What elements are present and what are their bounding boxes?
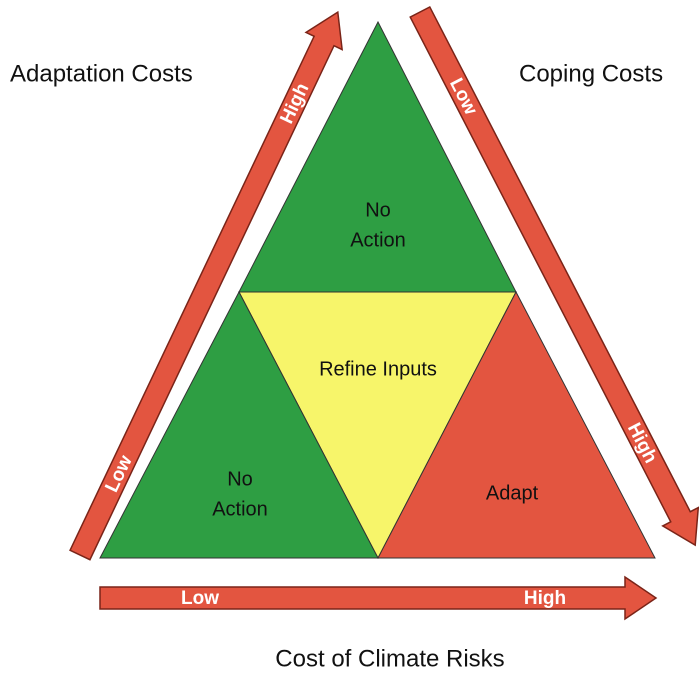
arrow-shape — [69, 10, 344, 561]
region-label: Refine Inputs — [319, 358, 437, 380]
region-label: Action — [350, 229, 406, 251]
region-label: No — [365, 199, 391, 221]
region-label: Action — [212, 498, 268, 520]
axis-label: Cost of Climate Risks — [275, 645, 504, 672]
arrow-shape — [99, 575, 658, 621]
region-label: Adapt — [486, 482, 539, 504]
region-label: No — [227, 468, 253, 490]
arrow-label: High — [524, 588, 566, 609]
region-left — [99, 290, 379, 559]
region-right — [377, 290, 656, 559]
arrow-shape — [409, 5, 699, 547]
arrow-label: Low — [181, 588, 219, 609]
arrow-climate: Low High — [99, 575, 658, 621]
axis-label: Coping Costs — [519, 60, 663, 87]
axis-label: Adaptation Costs — [10, 60, 193, 87]
